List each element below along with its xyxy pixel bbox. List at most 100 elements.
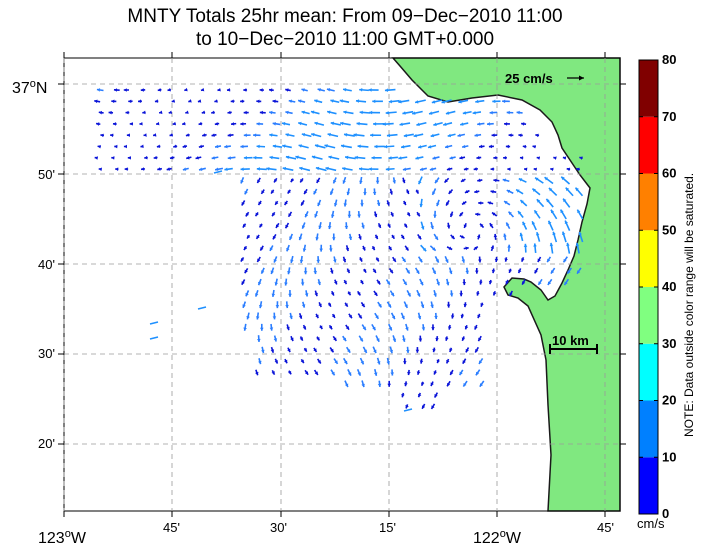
current-vector-head <box>345 155 349 160</box>
current-vector-head <box>387 224 391 228</box>
current-vector-head <box>537 258 541 263</box>
current-vector-head <box>402 258 406 262</box>
current-vector-head <box>371 155 375 160</box>
current-vector-head <box>461 259 466 263</box>
current-vector-head <box>522 281 526 285</box>
current-vector-head <box>562 156 567 160</box>
current-vector-head <box>487 122 491 126</box>
current-vector-head <box>463 224 468 228</box>
current-vector-head <box>372 191 377 195</box>
current-vector-head <box>185 110 189 114</box>
current-vector-head <box>523 243 528 247</box>
current-vector-head <box>227 133 231 137</box>
current-vector-head <box>433 214 437 218</box>
current-vector-head <box>474 189 478 194</box>
current-vector-head <box>420 304 425 308</box>
current-vector-head <box>436 281 440 286</box>
colorbar-segment-0 <box>639 457 658 514</box>
lat-label-50: 50' <box>38 167 55 182</box>
current-vector-head <box>493 178 497 183</box>
current-vector-head <box>462 360 466 364</box>
current-vector-head <box>546 198 550 203</box>
current-vector-head <box>327 110 331 114</box>
current-vector-head <box>385 111 389 115</box>
current-vector-head <box>516 110 520 115</box>
current-vector-head <box>343 280 347 285</box>
current-vector-head <box>430 304 434 308</box>
current-vector-head <box>459 156 463 160</box>
current-vector-head <box>256 144 260 149</box>
current-vector-head <box>361 383 365 388</box>
current-vector-head <box>357 214 361 218</box>
current-vector-head <box>328 155 332 160</box>
current-vector-head <box>464 325 469 330</box>
current-vector-head <box>476 292 480 296</box>
lon-label-30: 30' <box>270 520 287 535</box>
current-vector-head <box>240 99 244 104</box>
current-vector-head <box>402 167 407 172</box>
current-vector-head <box>502 99 506 104</box>
current-vector-head <box>302 326 307 330</box>
current-vector-head <box>398 156 402 160</box>
current-vector-head <box>285 224 289 229</box>
current-vector-head <box>417 235 422 240</box>
current-vector-head <box>535 133 539 138</box>
current-vector-head <box>301 132 306 137</box>
current-vector-head <box>376 338 380 342</box>
current-vector-head <box>489 223 494 227</box>
current-vector-head <box>373 349 377 354</box>
current-vector-head <box>402 338 406 342</box>
current-vector-head <box>561 176 565 181</box>
current-vector-head <box>535 232 540 236</box>
current-vector-head <box>184 87 188 92</box>
current-vector-head <box>97 144 101 149</box>
current-vector-head <box>259 88 263 92</box>
current-vector-head <box>330 99 334 103</box>
current-vector-head <box>96 88 101 92</box>
current-vector-head <box>548 220 552 225</box>
current-vector-head <box>359 167 363 171</box>
current-vector-head <box>289 315 293 320</box>
current-vector-head <box>448 270 453 275</box>
current-vector-head <box>493 233 498 238</box>
current-vector-head <box>256 167 260 171</box>
current-vector-head <box>197 99 202 103</box>
current-vector-head <box>224 167 228 172</box>
current-vector-head <box>96 122 100 126</box>
current-vector-head <box>475 348 479 353</box>
current-vector-head <box>465 246 469 251</box>
current-vector-head <box>544 177 549 181</box>
current-vector-head <box>271 190 275 194</box>
current-vector-head <box>521 258 525 262</box>
current-vector-head <box>462 111 467 115</box>
current-vector-head <box>347 349 351 353</box>
colorbar-segment-3 <box>639 287 658 344</box>
current-vector-head <box>123 88 127 92</box>
current-vector-head <box>479 281 483 285</box>
current-vector-head <box>258 201 262 205</box>
current-vector-head <box>384 144 388 149</box>
current-vector-head <box>329 248 333 252</box>
current-vector-head <box>153 133 157 137</box>
current-vector-head <box>368 88 372 92</box>
current-vector-head <box>359 180 363 184</box>
current-vector-head <box>274 360 278 364</box>
current-vector-head <box>299 166 303 171</box>
current-vector-head <box>491 133 495 137</box>
current-vector-head <box>576 167 580 172</box>
scale-bar-label: 10 km <box>552 333 589 348</box>
current-vector-head <box>375 257 379 262</box>
current-vector-head <box>313 348 317 352</box>
current-vector-head <box>502 178 507 183</box>
current-vector-head <box>432 191 436 195</box>
current-vector-head <box>141 167 145 171</box>
current-vector-head <box>430 382 434 387</box>
current-vector-head <box>315 237 319 241</box>
current-vector-head <box>230 99 234 103</box>
current-vector-head <box>504 122 508 126</box>
current-vector-head <box>114 144 118 149</box>
current-vector-head <box>508 211 512 216</box>
current-vector-head <box>217 87 221 92</box>
lat-label-30: 30' <box>38 346 55 361</box>
current-vectors <box>94 87 584 412</box>
